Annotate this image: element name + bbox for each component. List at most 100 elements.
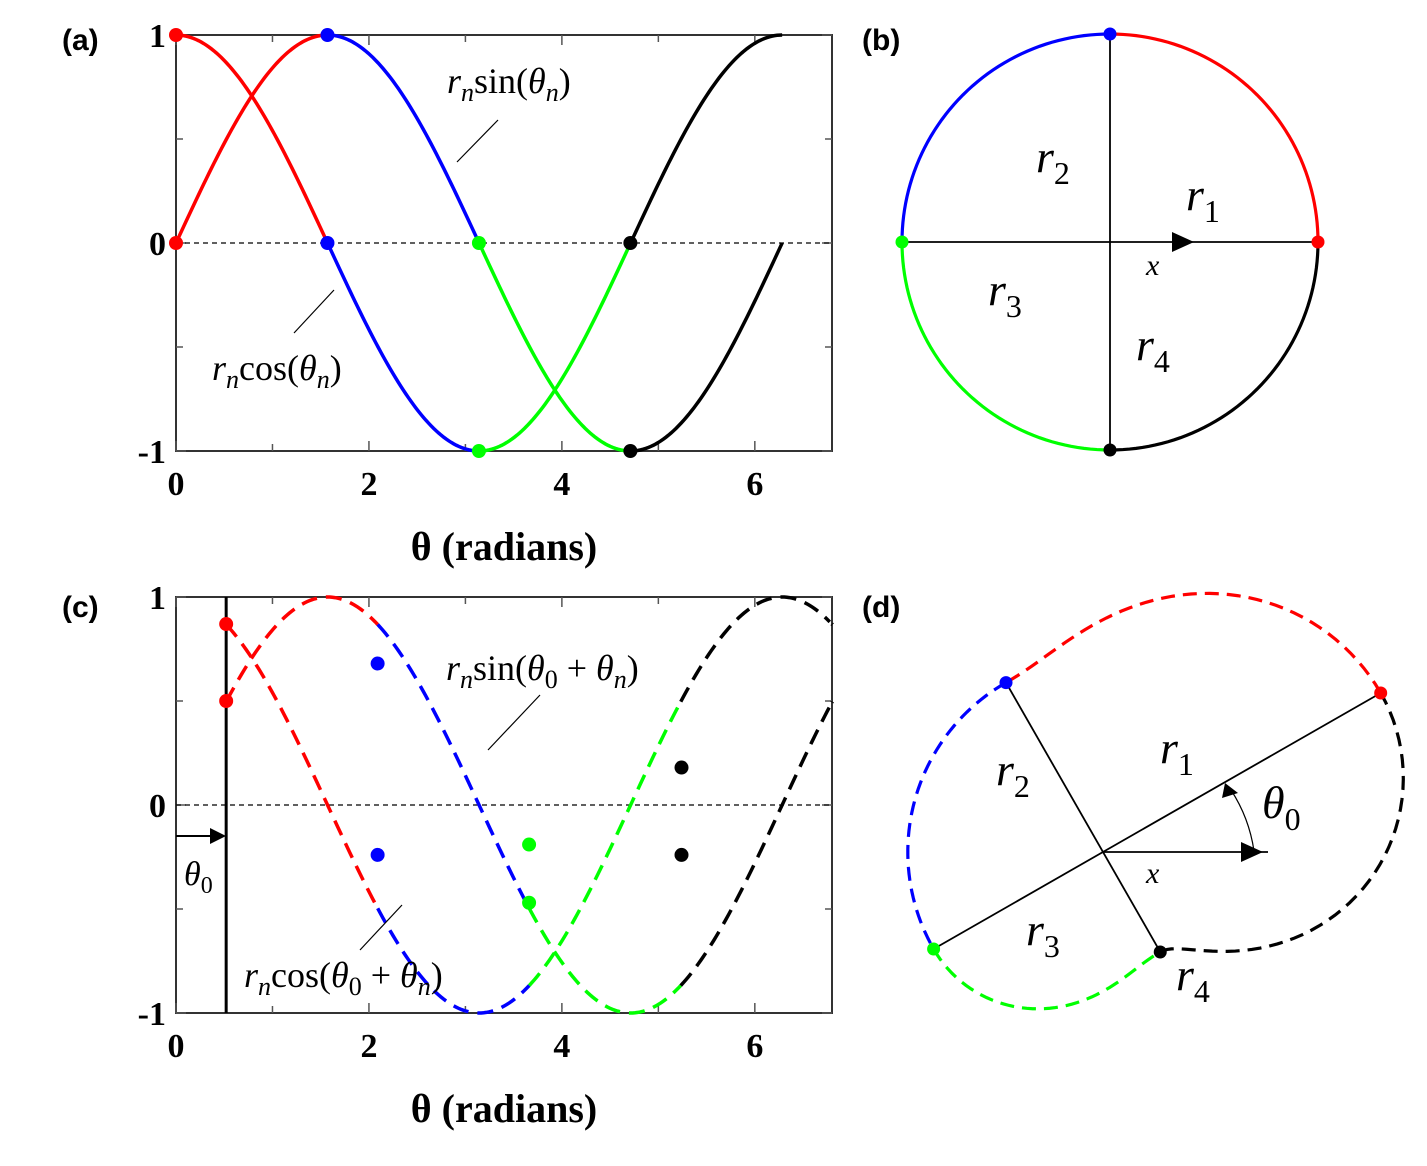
diagram-d-r4: r4 (1176, 949, 1210, 1009)
curve-cos-blue (376, 907, 531, 1015)
diagram-b-r2: r2 (1036, 131, 1070, 191)
diagram-d-axes (933, 682, 1382, 953)
panel-a-label: (a) (62, 24, 99, 57)
arc-red (1005, 591, 1383, 694)
diagram-d-x-label: x (1145, 857, 1160, 890)
curve-sin-green (477, 242, 631, 453)
plot-c-cos-annotation: rncos(θ0 + θn) (244, 904, 443, 1001)
diagram-d-dots (927, 676, 1388, 959)
arc-blue (900, 32, 1111, 243)
plot-c-cos-func: cos( (271, 955, 331, 995)
curve-cos-green (479, 242, 633, 453)
svg-text:rnsin(θn): rnsin(θn) (447, 61, 571, 107)
plot-c-tick-labels: 0 2 4 6-101 (138, 580, 764, 1065)
curve-cos-red (224, 623, 380, 910)
plot-c-xlabel: θ (radians) (411, 1086, 597, 1131)
diagram-b-axes (902, 34, 1318, 450)
endpoint-dot-green (895, 235, 909, 249)
data-point-red (169, 28, 183, 42)
endpoint-dot-red (1311, 235, 1325, 249)
y-tick-label: -1 (138, 996, 166, 1033)
diameter-r1-r3 (933, 692, 1382, 950)
svg-text:rnsin(θ0 + θn): rnsin(θ0 + θn) (446, 648, 639, 694)
x-tick-label: 2 (360, 466, 377, 503)
data-point-black (674, 847, 689, 862)
x-axis-arrow (1172, 232, 1194, 252)
y-tick-label: -1 (138, 434, 166, 471)
panel-b-label: (b) (862, 24, 900, 57)
data-point-black (623, 236, 638, 250)
diagram-d-r2: r2 (996, 744, 1030, 804)
plot-a-xlabel: θ (radians) (411, 524, 597, 569)
curve-sin-red (174, 33, 328, 244)
plot-a-ticks (175, 34, 832, 452)
plot-a-tick-labels: 0 2 4 6-101 (138, 18, 764, 503)
plot-a-points (169, 28, 638, 458)
arc-blue (906, 681, 1007, 950)
data-point-green (522, 895, 537, 910)
x-tick-label: 4 (553, 1028, 570, 1065)
arc-red (1109, 32, 1320, 243)
data-point-blue (320, 236, 335, 250)
diagram-b-r4: r4 (1136, 319, 1170, 379)
endpoint-dot-blue (999, 676, 1013, 690)
x-tick-label: 6 (746, 1028, 763, 1065)
y-tick-label: 1 (149, 18, 166, 55)
diagram-b-arcs (900, 32, 1320, 452)
data-point-red (219, 617, 234, 632)
endpoint-dot-black (1153, 945, 1167, 959)
arc-black (1109, 241, 1320, 452)
data-point-red (219, 694, 234, 708)
curve-sin-red (224, 595, 379, 703)
diagram-d-r3: r3 (1026, 904, 1060, 964)
plot-a-cos-annotation: rncos(θn) (212, 289, 342, 394)
arc-green (900, 241, 1111, 452)
plot-a-sin-annotation: rnsin(θn) (447, 61, 571, 163)
curve-cos-red (175, 33, 330, 244)
panel-c-label: (c) (62, 591, 99, 624)
data-point-black (623, 444, 638, 458)
curve-cos-blue (325, 242, 480, 453)
endpoint-dot-green (927, 942, 941, 956)
endpoint-dot-red (1374, 686, 1388, 700)
y-tick-label: 1 (149, 580, 166, 617)
theta0-arrow: θ0 (176, 828, 226, 899)
plot-c-sin-func: sin( (473, 648, 527, 688)
diagram-d-r1: r1 (1160, 722, 1194, 782)
diagram-b-x-label: x (1145, 249, 1160, 282)
plot-a-cos-func: cos( (239, 348, 299, 388)
y-tick-label: 0 (149, 788, 166, 825)
x-tick-label: 0 (168, 466, 185, 503)
diagram-d-theta0: θ0 (1262, 777, 1301, 837)
diameter-r2-r4 (1005, 682, 1162, 953)
data-point-blue (320, 28, 335, 42)
diagram-b-dots (895, 27, 1325, 457)
plot-a-sin-func: sin( (474, 61, 528, 101)
diagram-b-r1: r1 (1186, 169, 1220, 229)
data-point-red (169, 236, 183, 250)
curve-cos-black (629, 33, 783, 244)
curve-cos-green (527, 700, 683, 987)
data-point-green (471, 444, 486, 458)
diagram-d-arcs (906, 591, 1405, 1011)
x-tick-label: 4 (553, 466, 570, 503)
data-point-blue (370, 847, 385, 862)
chart-a: 0 2 4 6-101 θ (radians) rnsin(θn) rncos(θn) (138, 18, 833, 569)
data-point-green (471, 236, 486, 250)
x-tick-label: 0 (168, 1028, 185, 1065)
arc-black (1159, 692, 1405, 954)
arc-green (932, 948, 1162, 1011)
x-axis-arrow (1241, 842, 1263, 862)
diagram-d: θ0 r2 r1 r3 r4 x (906, 591, 1405, 1011)
svg-text:θ0: θ0 (184, 856, 213, 899)
curve-sin-black (630, 242, 784, 453)
endpoint-dot-black (1103, 443, 1117, 457)
theta0-arc-arrow (1222, 783, 1238, 798)
data-point-green (522, 837, 537, 852)
curve-sin-black (679, 705, 832, 987)
plot-c-sin-annotation: rnsin(θ0 + θn) (446, 648, 639, 751)
svg-text:rncos(θn): rncos(θn) (212, 348, 342, 394)
chart-c: 0 2 4 6-101 θ (radians) θ0 rnsin(θ0 + θn) r… (138, 580, 834, 1131)
plot-c-curves (224, 595, 834, 1015)
x-tick-label: 6 (746, 466, 763, 503)
